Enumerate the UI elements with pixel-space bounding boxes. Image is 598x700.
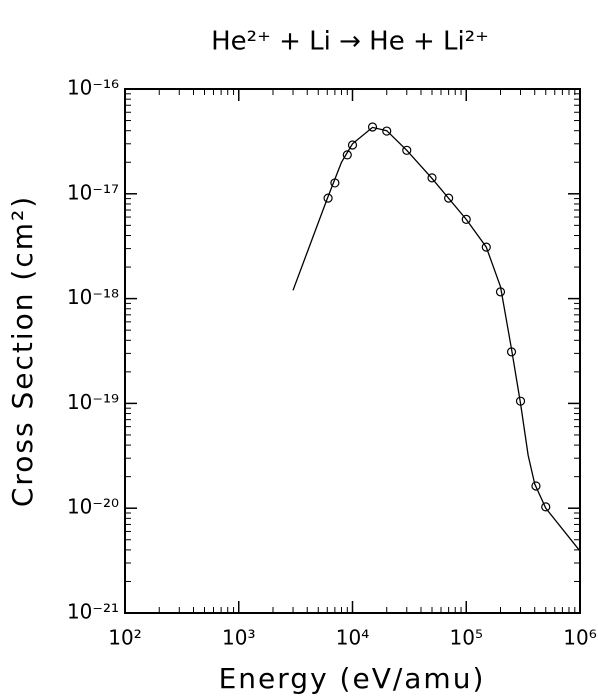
data-point bbox=[541, 502, 551, 512]
y-tick-label: 10⁻¹⁶ bbox=[67, 76, 119, 100]
data-point bbox=[427, 173, 437, 183]
data-point bbox=[506, 347, 517, 357]
x-tick-label: 10³ bbox=[222, 626, 255, 650]
y-tick-label: 10⁻¹⁹ bbox=[67, 390, 119, 414]
x-tick-label: 10⁵ bbox=[450, 626, 483, 650]
data-point bbox=[342, 150, 352, 160]
y-tick-label: 10⁻¹⁷ bbox=[67, 180, 119, 204]
data-point bbox=[531, 481, 541, 491]
data-point bbox=[495, 287, 506, 297]
data-point bbox=[444, 193, 454, 203]
y-axis-label: Cross Section (cm²) bbox=[6, 195, 39, 507]
x-tick-label: 10² bbox=[108, 626, 141, 650]
data-point bbox=[402, 145, 412, 155]
data-point bbox=[461, 214, 471, 224]
chart-title: He²⁺ + Li → He + Li²⁺ bbox=[211, 27, 489, 57]
data-point bbox=[382, 126, 392, 136]
data-point bbox=[367, 122, 378, 132]
data-point bbox=[515, 396, 526, 406]
y-tick-label: 10⁻²⁰ bbox=[67, 495, 119, 519]
data-point bbox=[330, 178, 340, 188]
data-point bbox=[323, 193, 333, 203]
y-tick-label: 10⁻¹⁸ bbox=[67, 285, 119, 309]
data-point bbox=[481, 242, 491, 252]
x-tick-label: 10⁴ bbox=[336, 626, 369, 650]
curve bbox=[292, 126, 581, 552]
y-tick-label: 10⁻²¹ bbox=[67, 600, 119, 624]
x-tick-label: 10⁶ bbox=[563, 626, 596, 650]
x-axis-label: Energy (eV/amu) bbox=[219, 662, 486, 695]
data-point bbox=[347, 140, 358, 150]
